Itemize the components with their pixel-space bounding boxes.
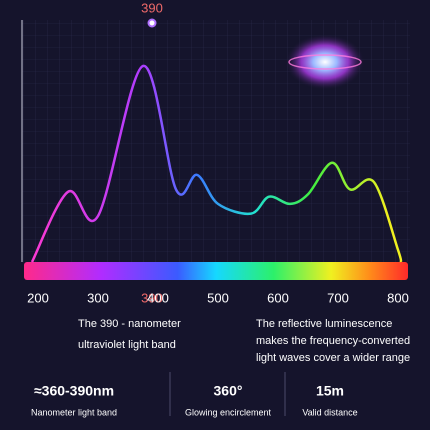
peak-label: 390 (141, 0, 163, 15)
x-tick-label: 500 (207, 290, 229, 305)
annotation: The reflective luminescence makes the fre… (256, 318, 410, 364)
x-tick-label: 300 (87, 290, 109, 305)
x-tick-label: 600 (267, 290, 289, 305)
stat-value: ≈360-390nm (34, 383, 114, 399)
x-tick-label: 390 (141, 290, 163, 305)
peak-dot (147, 18, 157, 28)
x-tick-label: 800 (387, 290, 409, 305)
stat-label: Glowing encirclement (185, 407, 272, 417)
stat-value: 360° (214, 383, 243, 399)
x-tick-label: 700 (327, 290, 349, 305)
glow-orb (285, 34, 365, 90)
stat-value: 15m (316, 383, 344, 399)
stat-label: Valid distance (302, 407, 357, 417)
stat-label: Nanometer light band (31, 407, 117, 417)
orb-ring (288, 54, 362, 70)
stats-panel (2, 368, 428, 428)
x-tick-label: 200 (27, 290, 49, 305)
spectrum-curve (30, 64, 403, 263)
annotation: The 390 - nanometer ultraviolet light ban… (78, 318, 181, 351)
x-tick-label: 400 (147, 290, 169, 305)
spectrum-bar (24, 262, 408, 280)
